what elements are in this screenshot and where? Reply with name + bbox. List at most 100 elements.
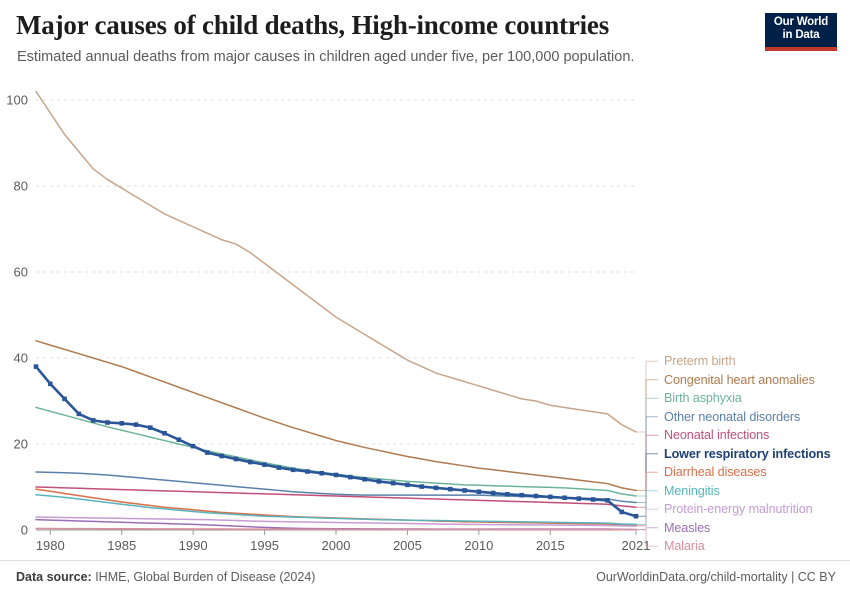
legend-item-3[interactable]: Other neonatal disorders bbox=[664, 409, 801, 424]
series-marker bbox=[447, 486, 453, 492]
legend-item-8[interactable]: Protein-energy malnutrition bbox=[664, 502, 813, 516]
series-marker bbox=[333, 472, 339, 478]
legend-connector-10 bbox=[636, 529, 658, 547]
series-marker bbox=[305, 469, 310, 474]
legend-connector-8 bbox=[636, 508, 658, 527]
series-marker bbox=[576, 496, 582, 501]
owid-logo-line-2: in Data bbox=[782, 29, 820, 41]
chart-subtitle: Estimated annual deaths from major cause… bbox=[17, 49, 635, 65]
series-marker bbox=[605, 498, 610, 503]
data-source: Data source: IHME, Global Burden of Dise… bbox=[16, 570, 315, 584]
legend-connector-2 bbox=[636, 397, 658, 497]
series-lines bbox=[33, 90, 639, 531]
legend-item-4[interactable]: Neonatal infections bbox=[664, 428, 770, 442]
legend-connector-3 bbox=[636, 416, 658, 503]
series-line-0[interactable] bbox=[35, 90, 637, 433]
series-line-2[interactable] bbox=[35, 406, 637, 497]
legend-item-10[interactable]: Malaria bbox=[664, 539, 705, 553]
legend-connector-0 bbox=[636, 360, 658, 433]
legend-connector-7 bbox=[636, 490, 658, 525]
legend-item-0[interactable]: Preterm birth bbox=[664, 354, 736, 368]
series-marker bbox=[205, 450, 210, 455]
x-tick-2005: 2005 bbox=[393, 538, 422, 553]
x-axis-labels: 1980 1985 1990 1995 2000 2005 2010 2015 2021 bbox=[36, 530, 651, 553]
series-marker bbox=[590, 497, 596, 502]
x-tick-1990: 1990 bbox=[179, 538, 208, 553]
y-tick-60: 60 bbox=[14, 265, 28, 280]
series-marker bbox=[390, 480, 396, 486]
x-tick-2000: 2000 bbox=[322, 538, 351, 553]
legend-connectors bbox=[636, 360, 658, 547]
chart-footer: Data source: IHME, Global Burden of Dise… bbox=[0, 560, 850, 601]
series-marker bbox=[105, 420, 110, 425]
y-axis-labels: 0 20 40 60 80 100 bbox=[6, 93, 28, 538]
data-source-label: Data source: bbox=[16, 570, 92, 584]
series-marker bbox=[533, 493, 539, 499]
series-marker bbox=[62, 396, 67, 402]
series-marker bbox=[76, 411, 82, 417]
series-marker bbox=[176, 437, 182, 442]
series-marker bbox=[476, 489, 482, 495]
legend-item-1[interactable]: Congenital heart anomalies bbox=[664, 372, 815, 387]
series-marker bbox=[490, 490, 496, 496]
series-marker bbox=[547, 494, 553, 500]
series-line-1[interactable] bbox=[35, 340, 637, 492]
series-marker bbox=[419, 484, 425, 489]
series-marker bbox=[562, 495, 567, 501]
series-marker bbox=[133, 422, 139, 427]
x-tick-2015: 2015 bbox=[536, 538, 565, 553]
legend-item-9[interactable]: Measles bbox=[664, 520, 711, 535]
series-marker bbox=[433, 485, 439, 491]
legend-connector-6 bbox=[636, 471, 658, 526]
legend-item-2[interactable]: Birth asphyxia bbox=[664, 391, 742, 405]
series-line-7[interactable] bbox=[35, 493, 637, 526]
x-tick-2021: 2021 bbox=[622, 538, 651, 553]
chart-legend: Preterm birth Congenital heart anomalies B… bbox=[664, 352, 850, 556]
series-marker bbox=[319, 470, 325, 476]
owid-logo[interactable]: Our World in Data bbox=[765, 13, 837, 51]
series-marker bbox=[190, 443, 196, 449]
series-marker bbox=[262, 462, 267, 467]
series-marker bbox=[119, 421, 125, 426]
series-line-10[interactable] bbox=[35, 527, 637, 531]
x-tick-1980: 1980 bbox=[36, 538, 65, 553]
series-marker bbox=[90, 418, 96, 423]
owid-logo-line-1: Our World bbox=[773, 16, 829, 28]
series-marker bbox=[276, 465, 282, 470]
x-tick-2010: 2010 bbox=[464, 538, 493, 553]
credit-link[interactable]: OurWorldinData.org/child-mortality | CC … bbox=[596, 570, 836, 584]
series-marker bbox=[219, 453, 225, 459]
series-line-8[interactable] bbox=[35, 516, 637, 527]
series-marker bbox=[233, 456, 239, 462]
series-marker bbox=[519, 492, 525, 498]
data-source-text: IHME, Global Burden of Disease (2024) bbox=[91, 570, 316, 584]
y-tick-40: 40 bbox=[14, 351, 28, 366]
y-tick-20: 20 bbox=[14, 437, 28, 452]
series-marker bbox=[162, 430, 167, 436]
series-marker bbox=[47, 381, 53, 387]
legend-item-5[interactable]: Lower respiratory infections bbox=[664, 446, 831, 461]
series-marker bbox=[376, 479, 382, 484]
chart-header: Major causes of child deaths, High-incom… bbox=[0, 0, 850, 78]
x-tick-1985: 1985 bbox=[107, 538, 136, 553]
series-marker bbox=[347, 474, 353, 480]
series-marker bbox=[619, 509, 625, 515]
x-tick-1995: 1995 bbox=[250, 538, 279, 553]
y-tick-80: 80 bbox=[14, 179, 28, 194]
series-marker bbox=[290, 467, 296, 473]
y-tick-0: 0 bbox=[21, 523, 28, 538]
y-tick-100: 100 bbox=[6, 93, 28, 108]
chart-plot-area[interactable]: 0 20 40 60 80 100 1980 1985 1990 1995 2000 2005 201… bbox=[0, 78, 850, 560]
grid-lines bbox=[36, 99, 636, 531]
series-marker bbox=[505, 492, 510, 497]
legend-item-7[interactable]: Meningitis bbox=[664, 483, 720, 498]
series-marker bbox=[362, 476, 367, 482]
series-marker bbox=[405, 482, 410, 488]
series-marker bbox=[33, 364, 39, 369]
series-marker bbox=[147, 425, 153, 430]
series-line-4[interactable] bbox=[35, 486, 637, 508]
chart-svg: 0 20 40 60 80 100 1980 1985 1990 1995 2000 2005 201… bbox=[6, 90, 658, 553]
legend-item-6[interactable]: Diarrheal diseases bbox=[664, 465, 767, 479]
series-marker bbox=[462, 488, 467, 493]
